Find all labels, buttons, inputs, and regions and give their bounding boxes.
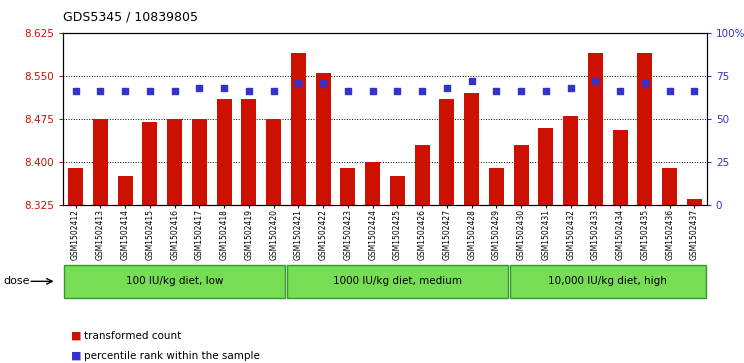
Text: percentile rank within the sample: percentile rank within the sample [84,351,260,361]
Bar [341,168,356,205]
Point [243,89,255,94]
Point [688,89,700,94]
Point [466,78,478,84]
Bar [217,99,231,205]
Point [639,80,651,86]
Bar [513,145,528,205]
Point [515,89,527,94]
Bar [390,176,405,205]
Text: 10,000 IU/kg diet, high: 10,000 IU/kg diet, high [548,276,667,286]
Text: transformed count: transformed count [84,331,182,341]
Bar [563,116,578,205]
Point [391,89,403,94]
Bar [315,73,330,205]
Bar [440,99,455,205]
Bar [613,130,628,205]
Point [169,89,181,94]
Point [119,89,131,94]
Bar [638,53,652,205]
Bar [539,127,554,205]
Bar [167,119,182,205]
Point [441,85,453,91]
Point [540,89,552,94]
Text: 100 IU/kg diet, low: 100 IU/kg diet, low [126,276,223,286]
Bar [588,53,603,205]
Point [144,89,155,94]
Point [218,85,230,91]
Bar [365,162,380,205]
Point [292,80,304,86]
Point [342,89,354,94]
Bar [687,199,702,205]
Bar [662,168,677,205]
Bar [142,122,157,205]
Point [268,89,280,94]
Bar [489,168,504,205]
FancyBboxPatch shape [65,265,285,298]
Point [70,89,82,94]
Bar [118,176,132,205]
Bar [414,145,429,205]
Point [490,89,502,94]
Text: dose: dose [3,276,30,286]
Bar [291,53,306,205]
Point [94,89,106,94]
Point [589,78,601,84]
Point [615,89,626,94]
Point [565,85,577,91]
FancyBboxPatch shape [287,265,507,298]
Text: GDS5345 / 10839805: GDS5345 / 10839805 [63,11,198,24]
Text: ■: ■ [71,351,81,361]
Text: ■: ■ [71,331,81,341]
Text: 1000 IU/kg diet, medium: 1000 IU/kg diet, medium [333,276,462,286]
Bar [192,119,207,205]
Point [193,85,205,91]
Point [367,89,379,94]
Point [664,89,676,94]
Bar [464,93,479,205]
Bar [266,119,281,205]
Point [416,89,428,94]
Bar [68,168,83,205]
Point [317,80,329,86]
Bar [242,99,256,205]
FancyBboxPatch shape [510,265,705,298]
Bar [93,119,108,205]
